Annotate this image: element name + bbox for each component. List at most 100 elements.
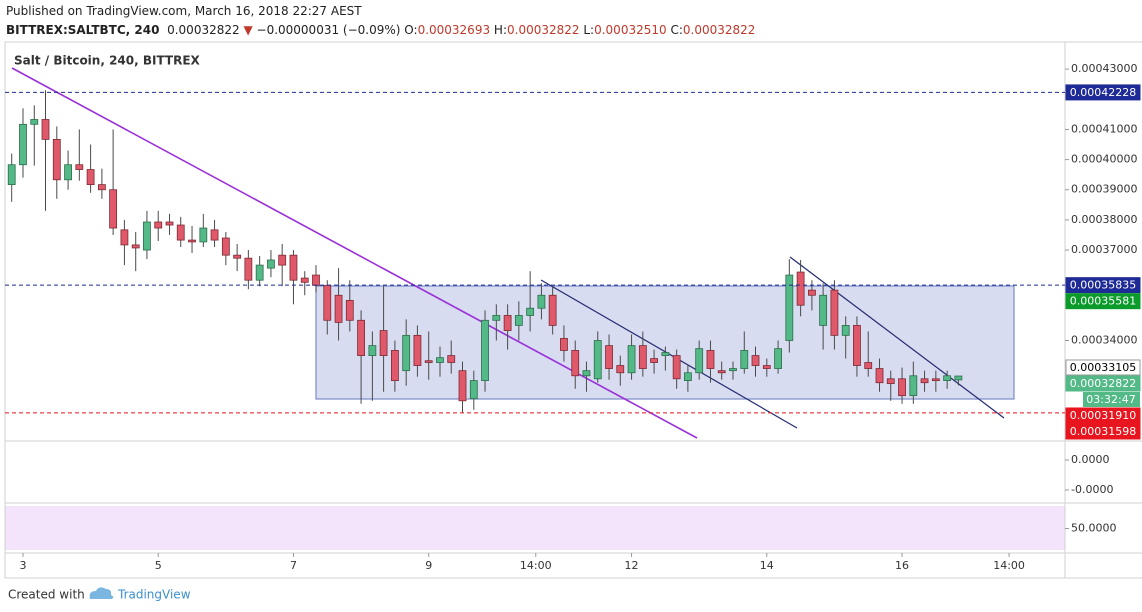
candle-body [514, 315, 523, 326]
price-tag [1065, 359, 1141, 376]
x-tick-label: 12 [625, 559, 639, 572]
footer-brand[interactable]: TradingView [117, 588, 191, 602]
y-tick-label: 0.00039000 [1071, 183, 1137, 196]
candle-body [458, 370, 467, 402]
candle-body [233, 254, 242, 259]
candle-body [165, 221, 174, 226]
candle-body [830, 289, 839, 336]
price-tag-label: 0.00031598 [1070, 425, 1136, 438]
published-line: Published on TradingView.com, March 16, … [6, 2, 755, 21]
ohlc-value: 0.00032510 [594, 23, 667, 37]
x-tick-label: 7 [290, 559, 297, 572]
candle-body [255, 264, 264, 281]
ohlc-value: 0.00032822 [682, 23, 756, 37]
footer-created: Created with [8, 588, 85, 602]
candle-body [199, 227, 208, 243]
candle-body [638, 345, 647, 369]
ohlc-key: C: [670, 23, 683, 37]
candle-body [819, 294, 828, 326]
candle-body [436, 357, 444, 363]
candle-body [481, 319, 489, 382]
chart-title: Salt / Bitcoin, 240, BITTREX [14, 54, 201, 68]
price-tag [1065, 375, 1141, 392]
candle-body [774, 348, 782, 369]
candle-body [30, 119, 39, 125]
candle-body [672, 355, 681, 380]
x-tick-label: 9 [425, 559, 432, 572]
candles [7, 90, 963, 413]
ohlc-key: O: [404, 23, 418, 37]
candle-body [424, 360, 433, 363]
candle-body [188, 239, 196, 243]
x-tick-label: 14:00 [993, 559, 1025, 572]
y-tick-label: 0.00040000 [1071, 153, 1137, 166]
price-tag-label: 0.00035581 [1070, 295, 1136, 308]
price-tag-label: 0.00033105 [1070, 361, 1136, 374]
price-tag [1065, 407, 1141, 424]
candle-body [898, 378, 906, 397]
candle-body [706, 350, 715, 369]
candle-body [131, 244, 140, 249]
candle-body [582, 370, 591, 377]
logo [89, 587, 114, 599]
last-price: 0.00032822 [167, 23, 240, 37]
trend-line [789, 256, 1005, 419]
candle-body [909, 375, 918, 397]
y-tick-label: 0.00038000 [1071, 213, 1137, 226]
candle-body [345, 299, 354, 321]
candle-body [841, 325, 850, 336]
candle-body [751, 355, 760, 366]
x-tick-label: 5 [155, 559, 162, 572]
candle-body [41, 119, 50, 140]
x-tick-label: 14:00 [520, 559, 552, 572]
candle-body [357, 319, 365, 356]
header: Published on TradingView.com, March 16, … [6, 2, 755, 40]
y-tick-label: 0.0000 [1071, 453, 1110, 466]
countdown-tag [1083, 391, 1140, 407]
candle-body [886, 378, 895, 385]
candle-body [52, 138, 61, 181]
symbol: BITTREX:SALTBTC, 240 [6, 23, 160, 37]
candle-body [762, 365, 771, 369]
candle-body [717, 370, 726, 374]
candle-body [447, 355, 456, 363]
candle-body [289, 254, 298, 281]
candle-body [808, 289, 816, 296]
candle-body [221, 237, 230, 256]
candle-body [853, 325, 861, 366]
candle-body [244, 257, 253, 281]
price-tag [1065, 423, 1141, 440]
candle-body [931, 378, 940, 382]
candle-body [943, 375, 952, 382]
candle-body [19, 123, 27, 166]
candle-body [571, 350, 580, 377]
candle-body [920, 378, 929, 384]
price-tag-label: 0.00031910 [1070, 409, 1136, 422]
candle-body [97, 184, 106, 191]
candle-body [75, 164, 84, 170]
x-tick-label: 16 [895, 559, 909, 572]
countdown: 03:32:47 [1086, 393, 1135, 406]
candle-body [729, 368, 737, 372]
change-arrow: ▼ [243, 23, 253, 37]
candle-body [469, 380, 478, 400]
candle-body [537, 294, 546, 309]
candle-body [300, 277, 309, 283]
candle-body [875, 368, 884, 384]
candle-body [323, 284, 332, 321]
candle-body [402, 334, 411, 372]
price-tag-label: 0.00032822 [1070, 377, 1136, 390]
candle-body [605, 345, 613, 369]
candle-body [683, 372, 692, 382]
candle-body [278, 254, 287, 266]
candle-body [390, 350, 399, 382]
published: Published on TradingView.com, March 16, … [6, 4, 362, 18]
candle-body [334, 294, 343, 323]
candle-body [548, 294, 557, 326]
change: −0.00000031 (−0.09%) [256, 23, 401, 37]
candle-body [492, 315, 501, 321]
candle-body [695, 348, 704, 374]
price-tag [1065, 84, 1141, 101]
